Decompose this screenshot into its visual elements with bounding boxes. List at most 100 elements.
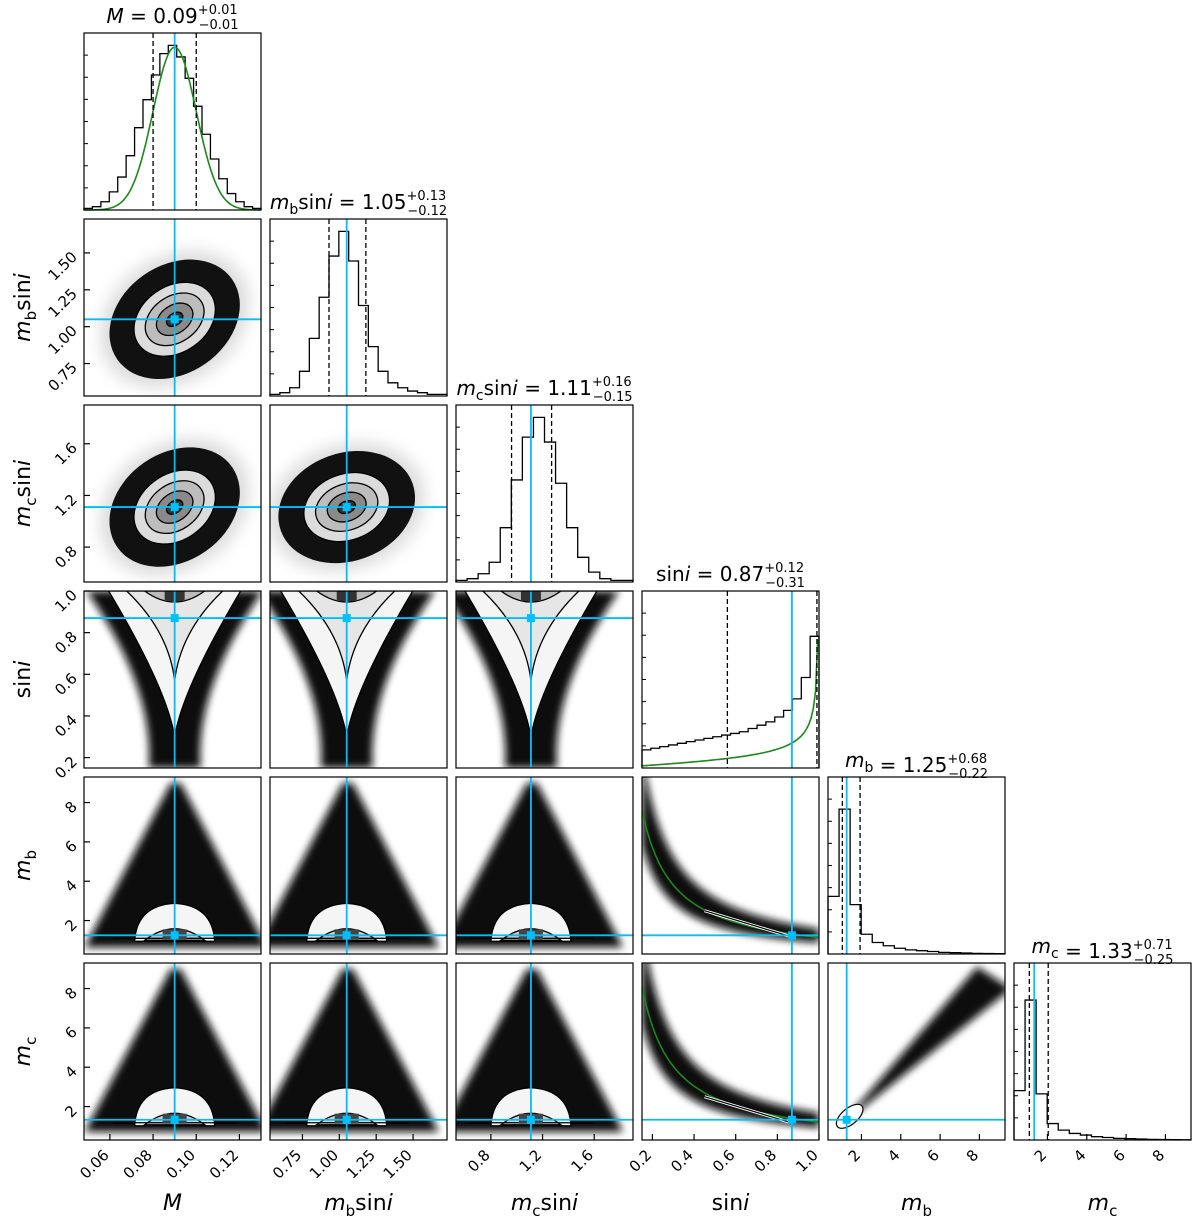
y-tick-label: 1.2 [51, 491, 81, 521]
x-tick-label: 0.06 [76, 1146, 112, 1182]
title-plus-error: +0.13 [406, 189, 446, 204]
density-cloud [456, 783, 623, 948]
title-symbol: M [107, 4, 124, 28]
y-tick-label: 6 [61, 1023, 80, 1042]
density-cloud [270, 783, 439, 948]
axis-symbol: m [11, 1045, 36, 1066]
x-tick-label: 8 [1149, 1146, 1168, 1165]
panel-background [828, 777, 1005, 954]
histogram-step-1 [269, 230, 448, 396]
prior-fit-curve [641, 639, 819, 767]
title-symbol: m [845, 748, 864, 772]
scatter-panel-5-4 [827, 962, 1006, 1141]
axis-subscript: c [22, 1037, 40, 1045]
axis-symbol: m [1088, 1191, 1109, 1216]
y-tick-label: 4 [61, 1062, 80, 1081]
panel-frame [269, 962, 448, 1141]
axis-subscript: c [1109, 1202, 1117, 1220]
title-median: = 1.05 [332, 190, 406, 214]
panel-content [456, 591, 633, 768]
axis-symbol: m [901, 1191, 922, 1216]
histogram-panel-5: mc = 1.33+0.71 −0.25 [1013, 934, 1192, 1141]
y-tick-label: 4 [61, 876, 80, 895]
panel-frame [455, 962, 634, 1141]
title-minus-error: −0.25 [1134, 953, 1174, 968]
scatter-panel-3-0 [83, 590, 262, 769]
panel-frame [83, 218, 262, 397]
x-tick-label: 0.10 [163, 1146, 199, 1182]
truth-marker [342, 1115, 351, 1124]
panel-frame [455, 776, 634, 955]
panel-content [270, 963, 447, 1140]
axis-sin: sin [541, 1191, 573, 1216]
histogram-panel-4: mb = 1.25+0.68 −0.22 [827, 748, 1006, 955]
panel-content [84, 963, 261, 1140]
x-tick-label: 0.12 [206, 1146, 242, 1182]
histogram-step-2 [455, 416, 634, 582]
x-tick-label: 1.00 [306, 1146, 342, 1182]
x-tick-label: 1.0 [792, 1146, 822, 1176]
panel-content [828, 963, 1005, 1140]
title-median: = 0.87 [690, 562, 764, 586]
panel-background [270, 219, 447, 396]
title-plus-error: +0.01 [198, 3, 238, 18]
y-tick-label: 0.2 [51, 753, 81, 783]
panel-frame [641, 776, 820, 955]
y-tick-label: 1.25 [44, 285, 80, 321]
scatter-panel-4-2 [455, 776, 634, 955]
axis-symbol: m [11, 320, 36, 341]
panel-content [84, 219, 261, 396]
panel-frame [83, 962, 262, 1141]
title-symbol: m [270, 190, 289, 214]
y-tick-label: 0.8 [51, 542, 81, 572]
axis-sin: sin [11, 466, 36, 498]
y-axis-label: mcsini [11, 460, 40, 527]
x-tick-label: 6 [923, 1146, 942, 1165]
panel-content [456, 777, 633, 954]
panel-content [642, 963, 819, 1140]
scatter-panel-3-2 [455, 590, 634, 769]
panel-frame [83, 404, 262, 583]
axis-sin: sin [11, 667, 36, 699]
y-tick-label: 2 [61, 1102, 80, 1121]
histogram-panel-2: mcsini = 1.11+0.16 −0.15 [455, 375, 634, 583]
title-median: = 1.25 [873, 753, 947, 777]
truth-marker [787, 931, 796, 940]
axis-symbol: m [11, 860, 36, 881]
histogram-panel-1: mbsini = 1.05+0.13 −0.12 [269, 189, 448, 397]
y-axis-labels: 0.751.001.251.50mbsini0.81.21.6mcsini0.2… [11, 248, 90, 1121]
panel-title: mb = 1.25+0.68 −0.22 [845, 748, 988, 782]
axis-symbol: m [11, 506, 36, 527]
panel-frame [455, 590, 634, 769]
histogram-panel-3: sini = 0.87+0.12 −0.31 [641, 561, 820, 769]
scatter-panel-5-0 [83, 962, 262, 1141]
title-plus-error: +0.71 [1133, 938, 1173, 953]
truth-marker [170, 503, 179, 512]
axis-sin: sin [712, 1191, 744, 1216]
title-inclination: i [512, 376, 518, 400]
x-axis-label: mbsini [324, 1191, 393, 1220]
scatter-panel-5-1 [269, 962, 448, 1141]
axis-symbol: M [163, 1191, 182, 1216]
title-minus-error: −0.22 [948, 767, 988, 782]
y-axis-label: sini [11, 661, 36, 699]
panel-content [84, 591, 261, 768]
density-cloud [84, 783, 261, 948]
truth-marker [170, 614, 179, 623]
scatter-panel-5-3 [641, 962, 820, 1141]
scatter-panel-5-2 [455, 962, 634, 1141]
truth-marker [342, 931, 351, 940]
title-symbol: m [1032, 934, 1051, 958]
title-sin: sin [298, 190, 327, 214]
y-tick-label: 8 [61, 984, 80, 1003]
panel-title: mcsini = 1.11+0.16 −0.15 [456, 375, 632, 405]
x-tick-label: 2 [1031, 1146, 1050, 1165]
y-axis-label: mbsini [11, 273, 40, 342]
title-plus-error: +0.12 [764, 561, 804, 576]
x-axis-label: sini [712, 1191, 750, 1216]
axis-sin: sin [355, 1191, 387, 1216]
title-median: = 0.09 [124, 4, 198, 28]
